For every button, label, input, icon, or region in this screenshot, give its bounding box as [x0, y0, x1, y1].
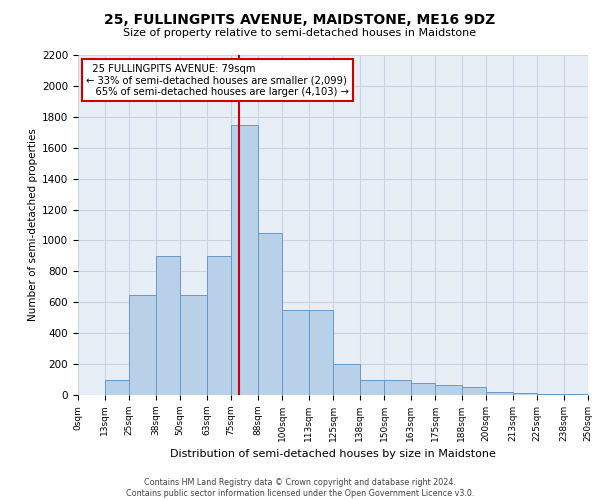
Bar — [257, 232, 282, 395]
Bar — [104, 380, 129, 395]
Bar — [512, 394, 537, 395]
Bar — [155, 256, 180, 395]
Bar — [333, 364, 359, 395]
Y-axis label: Number of semi-detached properties: Number of semi-detached properties — [28, 128, 38, 322]
Bar — [461, 388, 486, 395]
Text: Contains HM Land Registry data © Crown copyright and database right 2024.
Contai: Contains HM Land Registry data © Crown c… — [126, 478, 474, 498]
Text: Size of property relative to semi-detached houses in Maidstone: Size of property relative to semi-detach… — [124, 28, 476, 38]
Bar — [486, 392, 512, 395]
Bar — [129, 294, 155, 395]
Text: 25 FULLINGPITS AVENUE: 79sqm
← 33% of semi-detached houses are smaller (2,099)
 : 25 FULLINGPITS AVENUE: 79sqm ← 33% of se… — [86, 64, 349, 96]
Bar — [359, 380, 384, 395]
Bar — [435, 385, 461, 395]
X-axis label: Distribution of semi-detached houses by size in Maidstone: Distribution of semi-detached houses by … — [170, 450, 496, 460]
Bar — [384, 380, 410, 395]
Bar — [563, 394, 588, 395]
Bar — [308, 310, 333, 395]
Bar — [537, 394, 563, 395]
Bar — [231, 124, 257, 395]
Text: 25, FULLINGPITS AVENUE, MAIDSTONE, ME16 9DZ: 25, FULLINGPITS AVENUE, MAIDSTONE, ME16 … — [104, 12, 496, 26]
Bar — [282, 310, 308, 395]
Bar — [410, 384, 435, 395]
Bar — [180, 294, 206, 395]
Bar — [206, 256, 231, 395]
